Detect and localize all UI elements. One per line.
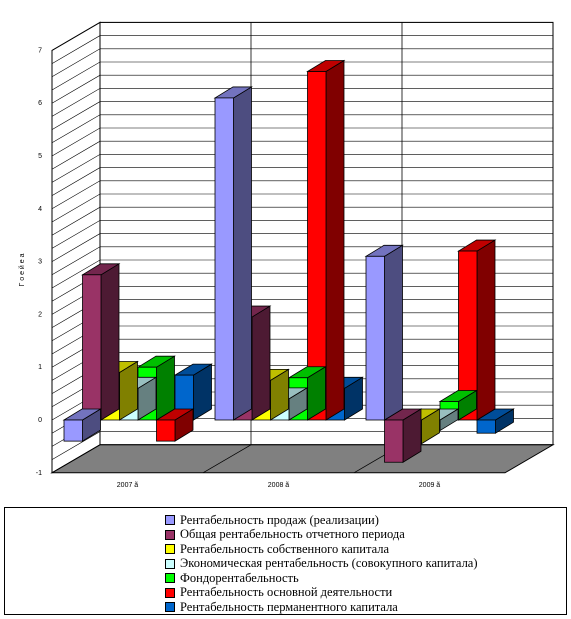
legend-item: Фондорентабельность [165, 571, 478, 586]
legend-swatch [165, 515, 175, 526]
floor [50, 444, 555, 474]
legend-label: Рентабельность собственного капитала [180, 541, 390, 556]
legend-swatch [165, 558, 175, 569]
y-axis-ticks: -1 0 1 2 3 4 5 6 7 [36, 47, 42, 476]
y-tick-label: 2 [38, 311, 42, 318]
legend-item: Рентабельность собственного капитала [165, 542, 478, 557]
legend-swatch [165, 602, 175, 613]
x-tick-label: 2009 ã [419, 482, 441, 489]
legend-list: Рентабельность продаж (реализации) Общая … [165, 513, 478, 615]
legend-label: Рентабельность перманентного капитала [180, 599, 398, 614]
legend-swatch [165, 573, 175, 584]
legend-label: Экономическая рентабельность (совокупног… [180, 556, 478, 571]
bar [81, 263, 121, 421]
legend-item: Рентабельность продаж (реализации) [165, 513, 478, 528]
chart: -1 0 1 2 3 4 5 6 7 2007 ã 2008 ã 2009 ã Г о е й е … [18, 21, 555, 489]
bar [306, 59, 346, 421]
y-tick-label: 1 [38, 364, 42, 371]
bars [62, 59, 515, 463]
bar [173, 363, 213, 421]
legend-item: Экономическая рентабельность (совокупног… [165, 556, 478, 572]
y-tick-label: 0 [38, 417, 42, 424]
y-tick-label: 6 [38, 100, 42, 107]
y-tick-label: 4 [38, 206, 42, 213]
legend: Рентабельность продаж (реализации) Общая … [4, 507, 567, 615]
bar [364, 244, 404, 421]
bar [383, 408, 423, 463]
legend-label: Рентабельность продаж (реализации) [180, 512, 379, 527]
bar [155, 408, 195, 442]
y-tick-label: 3 [38, 259, 42, 266]
legend-swatch [165, 587, 175, 598]
x-tick-label: 2008 ã [268, 482, 290, 489]
y-tick-label: 5 [38, 153, 42, 160]
legend-item: Общая рентабельность отчетного периода [165, 527, 478, 543]
legend-item: Рентабельность основной деятельности [165, 585, 478, 601]
legend-label: Фондорентабельность [180, 570, 299, 585]
bar [213, 86, 253, 421]
category-divider-floor [202, 444, 252, 474]
legend-swatch [165, 544, 175, 555]
legend-label: Общая рентабельность отчетного периода [180, 527, 405, 542]
y-tick-label: -1 [36, 470, 42, 477]
bar [457, 239, 497, 421]
y-tick-label: 7 [38, 47, 42, 54]
bar [62, 408, 102, 442]
legend-label: Рентабельность основной деятельности [180, 585, 393, 600]
bar [475, 408, 515, 434]
x-tick-label: 2007 ã [117, 482, 139, 489]
legend-swatch [165, 529, 175, 540]
legend-item: Рентабельность перманентного капитала [165, 600, 478, 615]
y-axis-label: Г о е й е а [18, 253, 26, 286]
x-axis-ticks: 2007 ã 2008 ã 2009 ã [117, 482, 441, 489]
